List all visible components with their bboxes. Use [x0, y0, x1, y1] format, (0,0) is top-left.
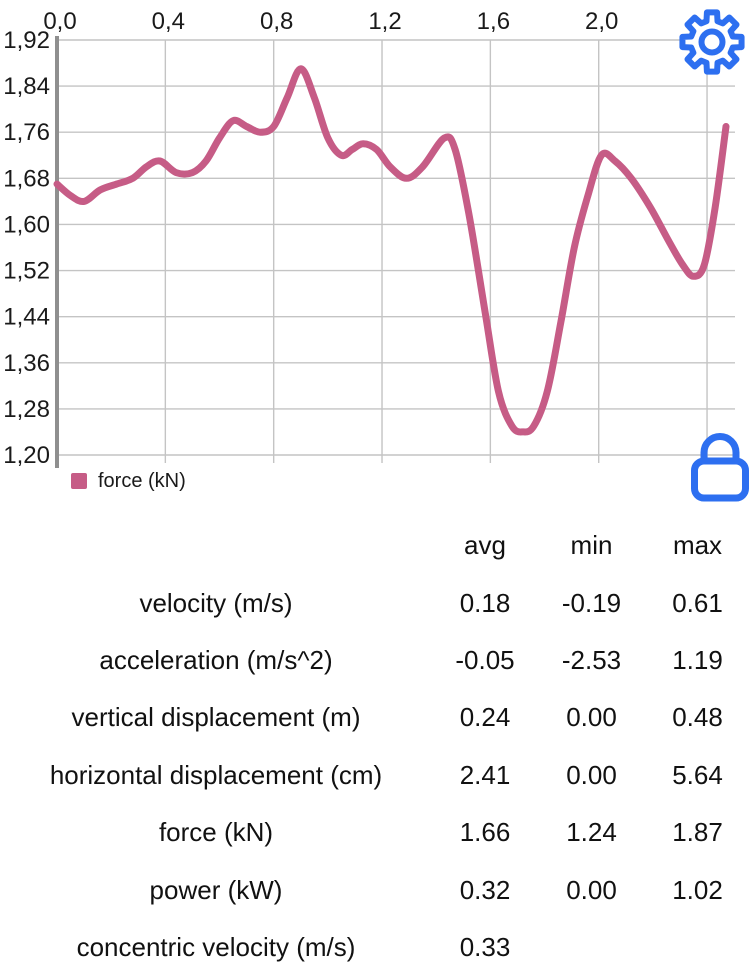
cell-avg: 0.33 — [459, 931, 511, 962]
y-tick-label: 1,60 — [3, 211, 50, 238]
cell-avg: 1.66 — [459, 817, 511, 848]
y-tick-label: 1,28 — [3, 396, 50, 423]
y-tick-label: 1,68 — [3, 165, 50, 192]
cell-max — [645, 919, 750, 972]
y-tick-label: 1,84 — [3, 73, 50, 100]
x-tick-label: 1,6 — [477, 8, 510, 35]
cell-min: 1.24 — [566, 817, 617, 848]
y-tick-label: 1,44 — [3, 304, 50, 331]
table-row: power (kW) 0.32 0.00 1.02 — [0, 861, 750, 918]
x-tick-label: 2,0 — [585, 8, 618, 35]
y-tick-label: 1,20 — [3, 442, 50, 469]
row-label: horizontal displacement (cm) — [49, 759, 383, 790]
cell-avg: 0.18 — [459, 587, 511, 618]
y-tick-label: 1,92 — [3, 27, 50, 54]
cell-max: 0.61 — [672, 587, 723, 618]
row-label: vertical displacement (m) — [71, 702, 361, 733]
cell-min: -2.53 — [561, 644, 622, 675]
row-label: acceleration (m/s^2) — [99, 644, 333, 675]
table-row: acceleration (m/s^2) -0.05 -2.53 1.19 — [0, 632, 750, 689]
cell-avg: -0.05 — [455, 644, 515, 675]
cell-max: 1.02 — [672, 874, 723, 905]
header-spacer — [0, 517, 432, 574]
x-tick-label: 0,4 — [152, 8, 185, 35]
table-header-row: avg min max — [0, 517, 750, 574]
cell-min: 0.00 — [566, 874, 617, 905]
cell-min: -0.19 — [561, 587, 622, 618]
cell-max: 5.64 — [672, 759, 723, 790]
lock-icon — [691, 433, 749, 502]
cell-min — [538, 919, 645, 972]
table-row: concentric velocity (m/s) 0.33 — [0, 919, 750, 972]
cell-min: 0.00 — [566, 759, 617, 790]
cell-max: 0.48 — [672, 702, 723, 733]
row-label: velocity (m/s) — [139, 587, 293, 618]
table-row: horizontal displacement (cm) 2.41 0.00 5… — [0, 747, 750, 804]
x-tick-label: 1,2 — [368, 8, 401, 35]
cell-min: 0.00 — [566, 702, 617, 733]
legend-swatch-force — [71, 473, 87, 489]
row-label: power (kW) — [149, 874, 283, 905]
row-label: concentric velocity (m/s) — [76, 931, 356, 962]
cell-avg: 0.24 — [459, 702, 511, 733]
lock-button[interactable] — [689, 432, 750, 504]
x-tick-label: 0,0 — [43, 8, 76, 35]
cell-max: 1.19 — [672, 644, 723, 675]
table-row: velocity (m/s) 0.18 -0.19 0.61 — [0, 574, 750, 631]
gear-icon — [679, 9, 745, 75]
chart-canvas: 0,0 0,4 0,8 1,2 1,6 2,0 1,92 1,84 1,76 1,68 1,60 1,… — [3, 8, 735, 469]
row-label: force (kN) — [158, 817, 274, 848]
x-tick-label: 0,8 — [260, 8, 293, 35]
force-line-series — [53, 65, 730, 436]
legend-label: force (kN) — [98, 469, 186, 492]
y-tick-label: 1,76 — [3, 119, 50, 146]
stats-table: avg min max velocity (m/s) 0.18 -0.19 0.… — [0, 517, 750, 972]
col-header-avg: avg — [464, 530, 506, 561]
cell-avg: 0.32 — [459, 874, 511, 905]
settings-button[interactable] — [674, 4, 750, 80]
y-tick-label: 1,52 — [3, 258, 50, 285]
cell-avg: 2.41 — [459, 759, 511, 790]
force-chart: 0,0 0,4 0,8 1,2 1,6 2,0 1,92 1,84 1,76 1,68 1,60 1,… — [0, 0, 750, 502]
y-tick-label: 1,36 — [3, 350, 50, 377]
table-row: force (kN) 1.66 1.24 1.87 — [0, 804, 750, 861]
col-header-min: min — [570, 530, 613, 561]
cell-max: 1.87 — [672, 817, 723, 848]
table-row: vertical displacement (m) 0.24 0.00 0.48 — [0, 689, 750, 746]
chart-legend: force (kN) — [71, 469, 186, 493]
col-header-max: max — [672, 530, 723, 561]
